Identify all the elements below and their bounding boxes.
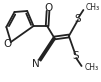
- Text: CH₃: CH₃: [84, 63, 98, 72]
- Text: O: O: [3, 39, 11, 49]
- Text: N: N: [32, 59, 40, 69]
- Text: O: O: [45, 3, 53, 13]
- Text: S: S: [72, 51, 78, 61]
- Text: CH₃: CH₃: [86, 4, 100, 12]
- Text: S: S: [75, 14, 81, 24]
